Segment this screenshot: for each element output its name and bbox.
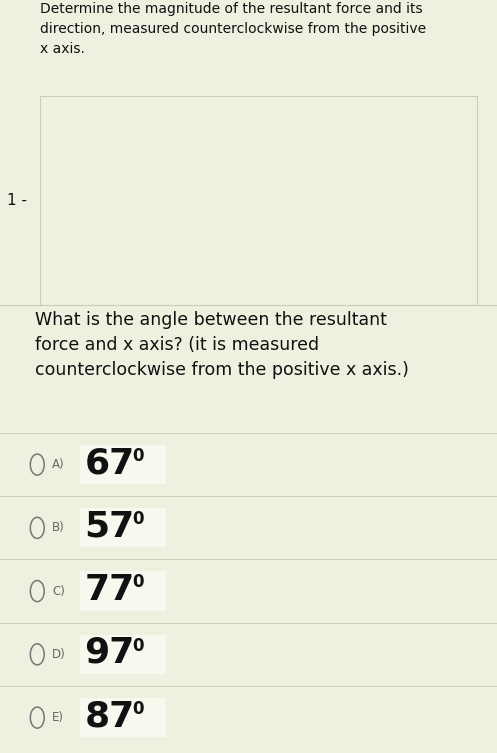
Text: 0: 0: [132, 700, 144, 718]
Text: y: y: [155, 102, 162, 114]
Text: $F_2$ = 150 N: $F_2$ = 150 N: [204, 259, 277, 274]
Text: 77: 77: [84, 572, 135, 607]
Text: B): B): [52, 521, 65, 535]
Text: E): E): [52, 711, 64, 724]
Text: 0: 0: [132, 573, 144, 591]
Text: 0: 0: [132, 510, 144, 528]
Text: 57: 57: [84, 509, 135, 544]
Text: 87: 87: [84, 699, 135, 733]
Text: C): C): [52, 584, 65, 598]
Text: A): A): [52, 458, 65, 471]
Text: 0: 0: [132, 447, 144, 465]
Text: 30°: 30°: [167, 209, 188, 222]
Text: Determine the magnitude of the resultant force and its
direction, measured count: Determine the magnitude of the resultant…: [40, 2, 426, 56]
Text: 0: 0: [132, 636, 144, 654]
Text: 1 -: 1 -: [7, 194, 27, 208]
Bar: [123, 159, 143, 242]
Text: What is the angle between the resultant
force and x axis? (it is measured
counte: What is the angle between the resultant …: [35, 311, 409, 379]
Text: $F_1$ = 200 N: $F_1$ = 200 N: [250, 128, 323, 143]
Text: x: x: [462, 193, 469, 206]
Text: 67: 67: [84, 446, 135, 480]
Text: 45°: 45°: [118, 174, 138, 187]
Text: D): D): [52, 648, 66, 661]
Text: 97: 97: [84, 636, 135, 670]
